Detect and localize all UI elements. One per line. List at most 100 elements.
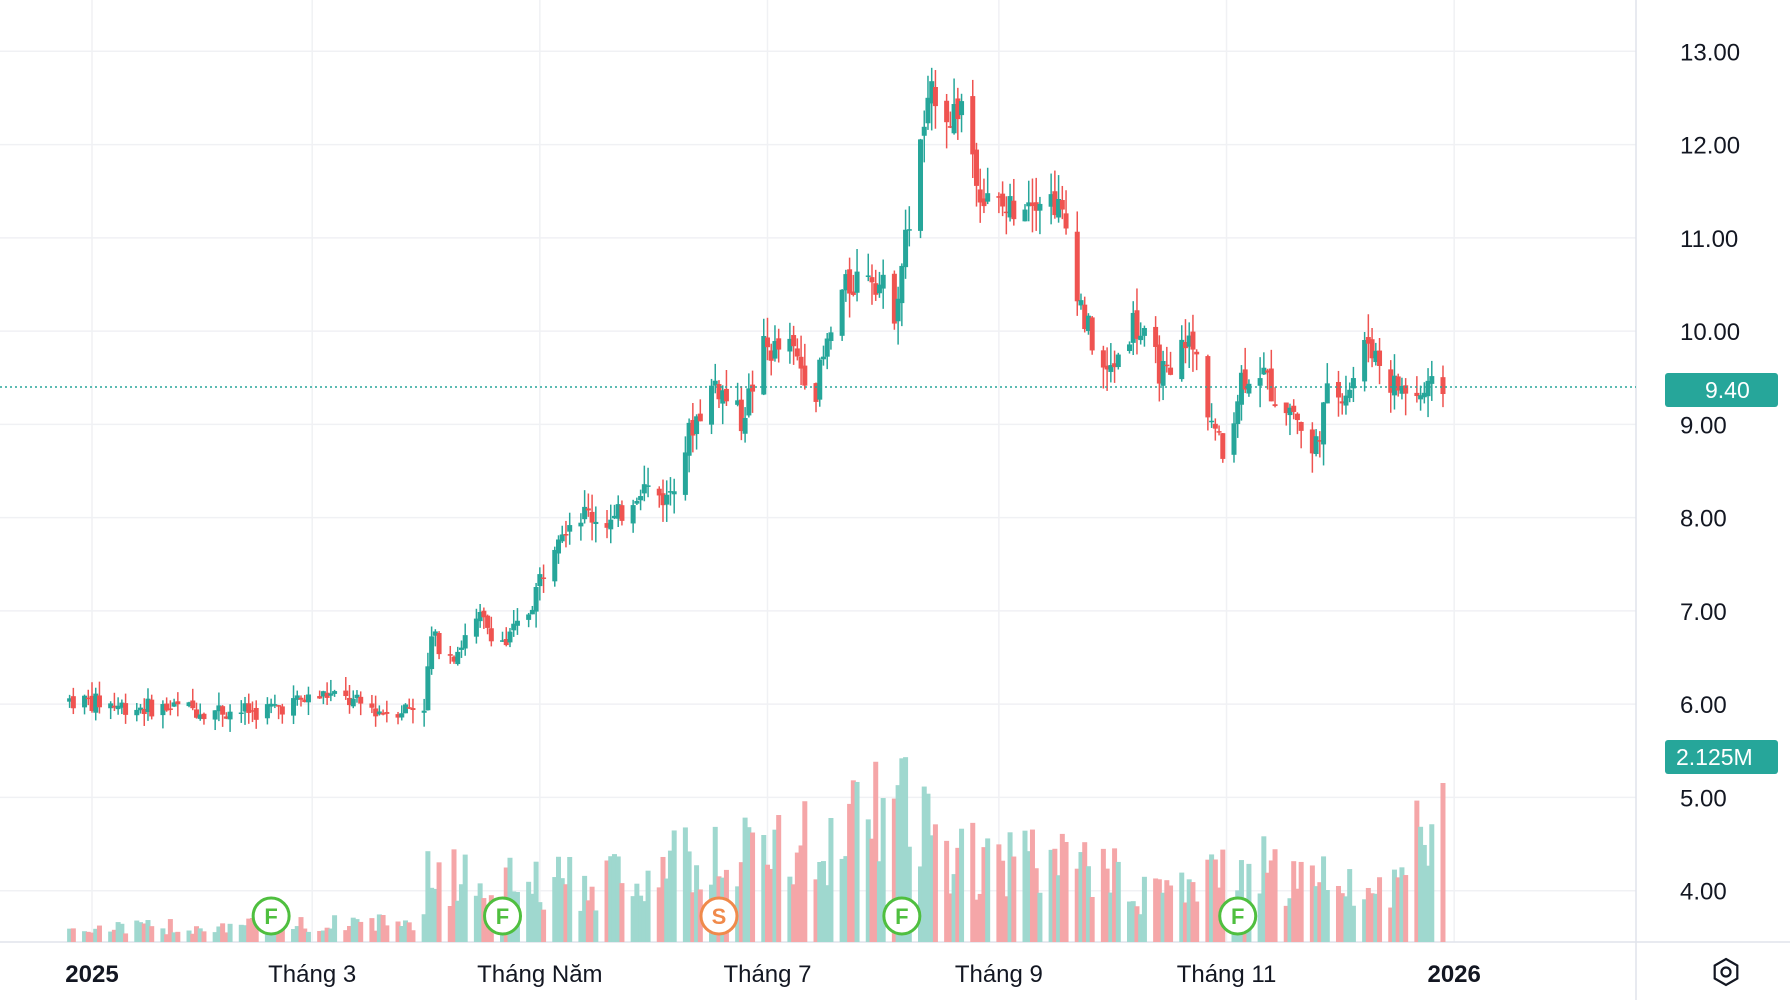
candle-body xyxy=(332,691,338,694)
volume-bar xyxy=(354,919,360,942)
volume-bar xyxy=(1156,879,1162,942)
candle-body xyxy=(1391,375,1397,396)
volume-bar xyxy=(585,900,591,942)
volume-bar xyxy=(399,926,405,942)
volume-bar xyxy=(175,931,181,942)
candle-body xyxy=(123,703,129,715)
y-tick-label: 7.00 xyxy=(1680,599,1727,626)
volume-bar xyxy=(1026,851,1032,942)
volume-bar xyxy=(227,923,233,942)
volume-bar xyxy=(820,861,826,942)
volume-bar xyxy=(1391,869,1397,942)
candle-body xyxy=(709,385,715,425)
volume-bar xyxy=(1321,856,1327,942)
x-tick-label: 2025 xyxy=(65,961,118,988)
volume-bar xyxy=(279,924,285,942)
candle-body xyxy=(645,485,651,487)
time-axis[interactable]: 2025 Tháng 3 Tháng Năm Tháng 7 Tháng 9 Tháng … xyxy=(65,961,1481,988)
volume-bar xyxy=(630,896,636,942)
volume-bar xyxy=(350,917,356,942)
candle-body xyxy=(1321,402,1327,445)
volume-bar xyxy=(582,875,588,942)
volume-bar xyxy=(1343,896,1349,942)
candle-body xyxy=(108,703,114,709)
candle-body xyxy=(1220,433,1226,459)
volume-bar xyxy=(1056,875,1062,942)
candle-body xyxy=(865,275,871,277)
volume-bar xyxy=(955,847,961,942)
candle-body xyxy=(850,291,856,295)
volume-bar xyxy=(223,932,229,942)
volume-bar xyxy=(791,884,797,942)
volume-bar xyxy=(1059,833,1065,942)
volume-bar xyxy=(996,844,1002,942)
event-marker-label: F xyxy=(895,904,908,929)
candle-body xyxy=(1324,383,1330,404)
volume-bar xyxy=(1141,876,1147,942)
candle-body xyxy=(791,335,797,347)
candle-body xyxy=(1033,202,1039,211)
candle-body xyxy=(1048,194,1054,207)
candle-body xyxy=(895,298,901,322)
volume-bar xyxy=(970,822,976,942)
volume-bar xyxy=(843,856,849,942)
event-marker-label: F xyxy=(1231,904,1244,929)
candle-body xyxy=(768,350,774,361)
volume-bar xyxy=(82,931,88,942)
candle-body xyxy=(742,417,748,434)
candle-body xyxy=(634,501,640,504)
candle-body xyxy=(869,277,875,283)
volume-bar xyxy=(608,856,614,942)
settings-hexagon-icon[interactable] xyxy=(1713,957,1739,987)
candle-body xyxy=(604,523,610,528)
candle-body xyxy=(996,196,1002,198)
volume-bar xyxy=(578,910,584,942)
volume-bar xyxy=(93,928,99,942)
volume-bar xyxy=(552,877,558,942)
volume-bar xyxy=(1440,783,1446,942)
candle-body xyxy=(817,359,823,400)
candle-body xyxy=(294,695,300,700)
volume-bar xyxy=(1377,877,1383,942)
candle-body xyxy=(376,711,382,715)
volume-bar xyxy=(559,878,565,942)
volume-bar xyxy=(1205,859,1211,942)
candle-body xyxy=(201,713,207,720)
volume-bar xyxy=(1085,866,1091,942)
candle-body xyxy=(615,504,621,519)
candle-body xyxy=(1078,300,1084,306)
volume-bar xyxy=(611,854,617,942)
candle-body xyxy=(343,690,349,697)
candle-body xyxy=(485,615,491,628)
candle-body xyxy=(880,274,886,289)
candle-body xyxy=(1291,405,1297,412)
volume-bar xyxy=(115,922,121,942)
candle-body xyxy=(488,628,494,642)
price-axis[interactable]: 13.00 12.00 11.00 10.00 9.00 8.00 7.00 6.00 5.00… xyxy=(1680,39,1740,905)
volume-bar xyxy=(813,879,819,942)
candle-body xyxy=(813,383,819,402)
last-price-label: 9.40 xyxy=(1705,377,1750,403)
candle-body xyxy=(873,283,879,295)
volume-bar xyxy=(1272,849,1278,942)
candle-body xyxy=(1440,377,1446,394)
candle-body xyxy=(1231,423,1237,455)
volume-bar xyxy=(384,925,390,942)
candle-body xyxy=(1104,365,1110,370)
candle-body xyxy=(1399,385,1405,394)
volume-bar xyxy=(1291,861,1297,942)
last-price-badge xyxy=(1665,373,1778,407)
candle-body xyxy=(1011,200,1017,220)
event-marker-circle xyxy=(1218,896,1258,936)
volume-bar xyxy=(410,930,416,942)
volume-bar xyxy=(761,835,767,942)
candle-body xyxy=(432,631,438,636)
volume-bar xyxy=(1265,872,1271,942)
candle-body xyxy=(1414,392,1420,397)
volume-bar xyxy=(96,925,102,942)
candle-body xyxy=(556,539,561,554)
candle-body xyxy=(682,452,688,495)
volume-bar xyxy=(925,793,931,942)
